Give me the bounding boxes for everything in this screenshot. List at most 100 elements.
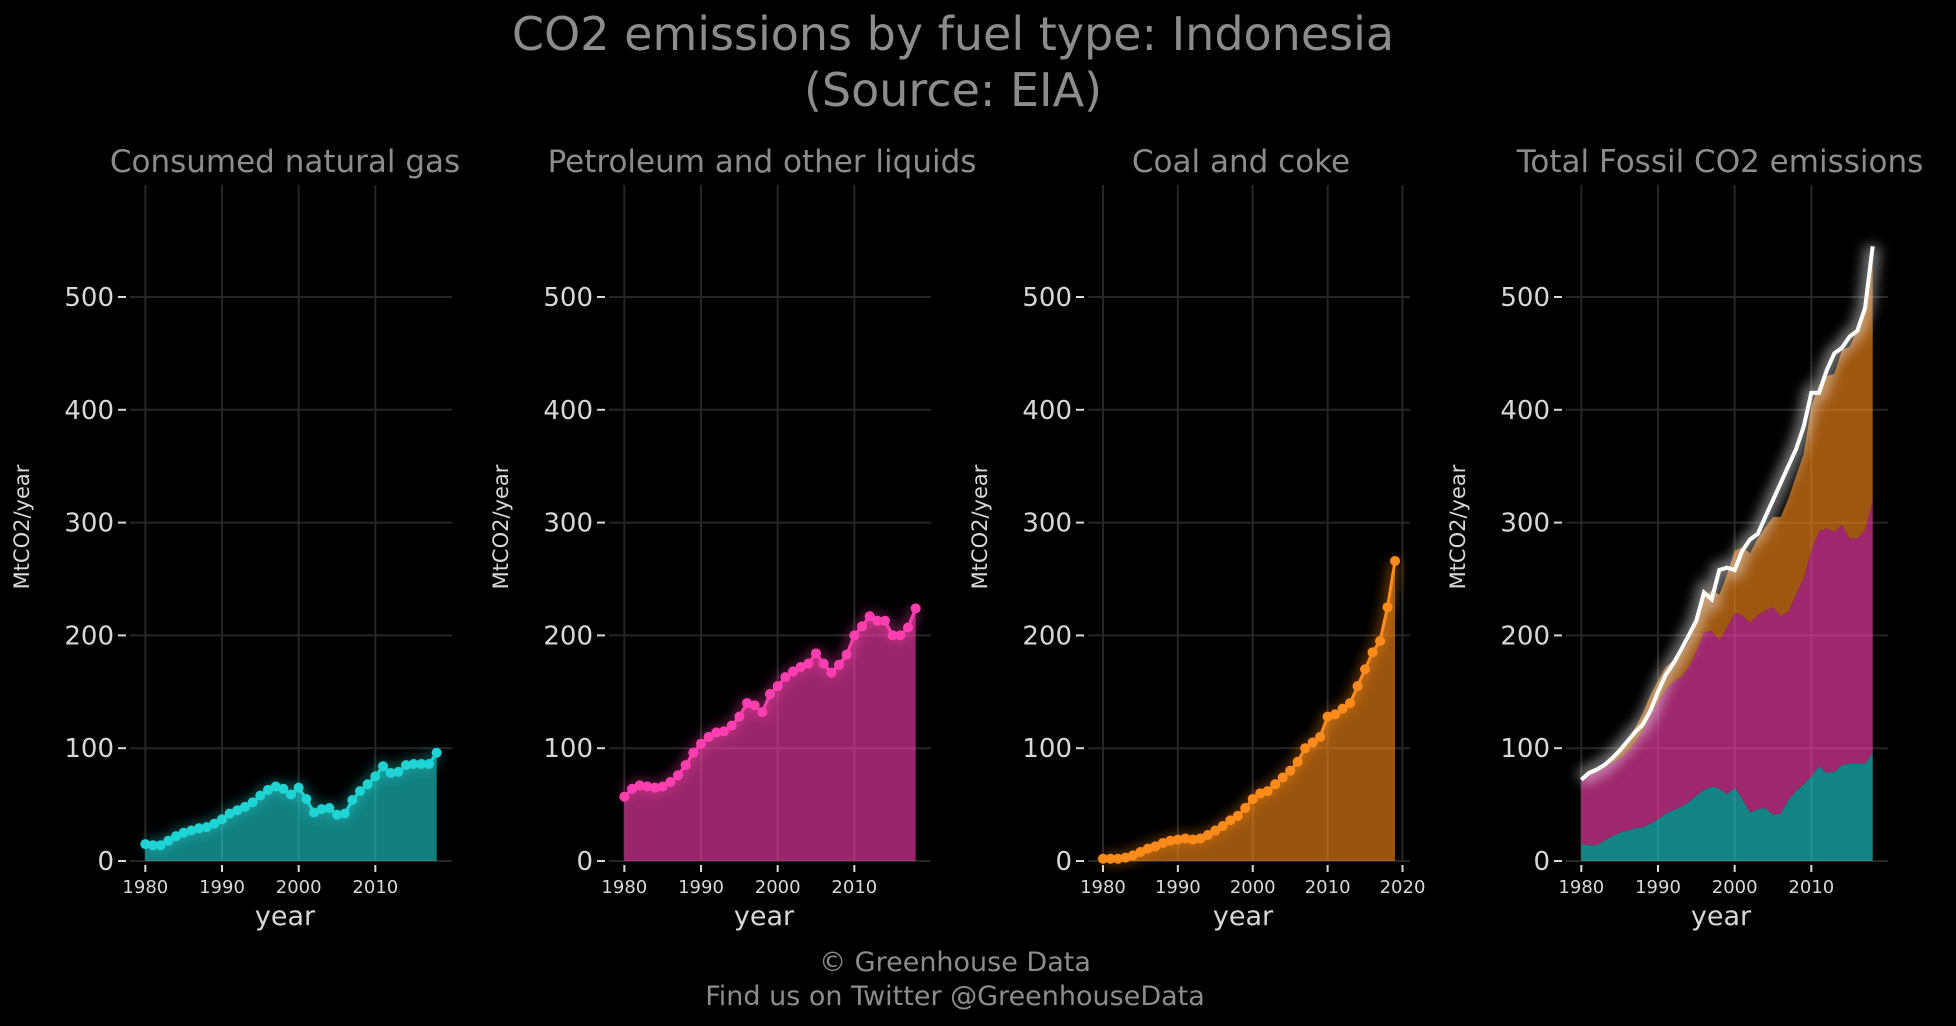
data-point (703, 731, 714, 742)
x-tick-label: 2000 (1230, 877, 1276, 898)
stacked-area-petroleum (1581, 500, 1873, 846)
stacked-area-coal (1581, 246, 1873, 780)
data-point (178, 827, 189, 838)
data-point (1390, 555, 1401, 566)
series-area-coal (1103, 561, 1395, 861)
data-point (642, 781, 653, 792)
data-point (209, 818, 220, 829)
y-tick-label: 200 (64, 621, 114, 651)
y-tick-label: 300 (543, 509, 593, 539)
x-tick-label: 2010 (1305, 877, 1351, 898)
data-point (1382, 602, 1393, 613)
data-point (255, 790, 266, 801)
data-point (1367, 647, 1378, 658)
data-point (903, 622, 913, 633)
data-point (309, 807, 319, 818)
data-point (293, 782, 304, 793)
data-point (627, 783, 637, 794)
data-point (1277, 772, 1288, 783)
data-point (247, 797, 258, 808)
data-point (1345, 698, 1356, 709)
data-point (1330, 709, 1341, 720)
series-area-petroleum (624, 608, 916, 861)
caption-copyright: © Greenhouse Data (819, 947, 1091, 978)
data-point (1195, 833, 1206, 844)
panel-title: Petroleum and other liquids (548, 144, 977, 180)
data-point (155, 840, 166, 851)
x-tick-label: 2010 (352, 877, 398, 898)
data-point (385, 768, 396, 779)
x-tick-label: 1980 (122, 877, 168, 898)
data-point (416, 758, 427, 769)
data-point (1225, 815, 1236, 826)
data-point (673, 770, 683, 781)
chart-subtitle: (Source: EIA) (804, 63, 1102, 117)
data-point (278, 783, 289, 794)
data-point (619, 791, 630, 802)
data-point (803, 658, 814, 669)
data-point (324, 802, 335, 813)
data-point (811, 648, 821, 659)
x-tick-label: 1980 (601, 877, 647, 898)
data-point (818, 658, 829, 669)
y-axis-label: MtCO2/year (968, 464, 992, 589)
panel-title: Coal and coke (1132, 144, 1350, 180)
data-point (232, 805, 243, 816)
series-points-petroleum (619, 603, 921, 802)
x-tick-label: 2000 (755, 877, 801, 898)
data-point (780, 672, 791, 683)
x-axis-label: year (1691, 901, 1752, 932)
data-point (347, 795, 358, 806)
data-point (742, 698, 752, 709)
data-point (1135, 846, 1146, 857)
panel-2: Petroleum and other liquids 0 100 200 300 400… (489, 144, 976, 932)
data-point (424, 758, 434, 769)
series-points-gas (140, 747, 442, 851)
series-area-gas (145, 752, 437, 861)
data-point (657, 781, 668, 792)
data-point (880, 615, 890, 626)
data-point (734, 711, 745, 722)
data-point (634, 780, 645, 791)
data-point (370, 771, 381, 782)
y-tick-label: 200 (1022, 621, 1072, 651)
data-point (1127, 850, 1138, 861)
data-point (665, 777, 676, 788)
y-tick-label: 200 (1500, 621, 1550, 651)
data-point (148, 840, 158, 851)
x-axis-label: year (734, 901, 795, 932)
x-tick-label: 2010 (1788, 877, 1834, 898)
y-tick-label: 400 (543, 396, 593, 426)
y-axis-label: MtCO2/year (489, 464, 513, 589)
data-point (339, 808, 350, 819)
data-point (316, 804, 327, 815)
x-tick-label: 2010 (831, 877, 877, 898)
data-point (301, 793, 312, 804)
data-point (834, 659, 844, 670)
caption-twitter: Find us on Twitter @GreenhouseData (705, 981, 1205, 1012)
data-point (362, 779, 373, 790)
data-point (765, 689, 775, 700)
y-tick-label: 0 (97, 847, 114, 877)
y-tick-label: 500 (1022, 283, 1072, 313)
chart-title: CO2 emissions by fuel type: Indonesia (512, 7, 1394, 61)
y-tick-label: 300 (64, 509, 114, 539)
y-tick-label: 500 (1500, 283, 1550, 313)
gridlines (130, 185, 452, 862)
y-tick-label: 500 (64, 283, 114, 313)
data-point (355, 786, 365, 797)
data-point (1165, 835, 1176, 846)
y-tick-label: 100 (64, 734, 114, 764)
data-point (163, 835, 174, 846)
data-point (650, 782, 660, 793)
data-point (1375, 636, 1386, 647)
panel-1: Consumed natural gas 0 100 200 300 400 500 1980… (10, 144, 460, 932)
data-point (286, 789, 296, 800)
data-point (1210, 825, 1221, 836)
data-point (240, 801, 250, 812)
data-point (194, 823, 204, 834)
y-axis-label: MtCO2/year (10, 464, 34, 589)
y-tick-label: 0 (576, 847, 593, 877)
data-point (688, 747, 699, 758)
